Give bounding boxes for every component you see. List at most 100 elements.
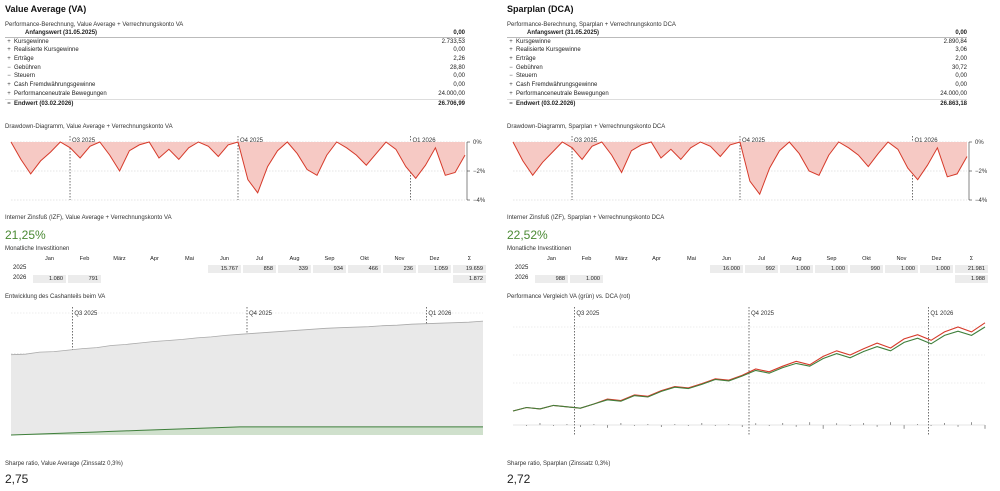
dca-column: Sparplan (DCA) Performance-Berechnung, S…	[507, 0, 997, 491]
drawdown-line	[512, 141, 968, 196]
diff-bar	[607, 425, 608, 428]
invest-year-label: 2026	[13, 275, 27, 281]
perfcmp-svg: Q3 2025 Q4 2025 Q1 2026	[512, 307, 986, 435]
invest-cell: 1.080	[33, 275, 66, 283]
invest-year-row: 2025 16.000 992 1.000 1.000 990 1.000 1.000 21.9…	[507, 265, 997, 273]
invest-cell	[675, 265, 708, 273]
invest-cell	[383, 275, 416, 283]
invest-year-row: 2025 15.767 858 339 934 466 236 1.059 19.659	[5, 265, 495, 273]
perf-row: + Erträge 2,00	[507, 55, 967, 64]
invest-cell	[243, 275, 276, 283]
invest-header-row: Jan Feb März Apr Mai Jun Jul Aug Sep Okt Nov Dez Σ	[507, 255, 997, 263]
perf-row-sign: +	[7, 56, 11, 63]
dca-sharpe-value: 2,72	[507, 472, 531, 486]
invest-month-header: Nov	[896, 256, 907, 262]
perf-row-label: Steuern	[14, 73, 36, 80]
perf-row-label: Erträge	[14, 56, 34, 63]
quarter-label: Q4 2025	[751, 311, 775, 317]
y-tick-label: −2%	[473, 169, 486, 175]
perf-row-value: 0,00	[453, 82, 465, 89]
perf-row: − Steuern 0,00	[5, 72, 465, 81]
perf-row-sign: +	[509, 82, 513, 89]
perf-row: − Gebühren 30,72	[507, 64, 967, 73]
invest-month-header: März	[615, 256, 628, 262]
perf-row-label: Realisierte Kursgewinne	[14, 47, 79, 54]
perf-row-sign: =	[509, 100, 513, 107]
perf-row-value: 0,00	[955, 82, 967, 89]
invest-month-header: Apr	[150, 256, 159, 262]
invest-month-header: Jun	[219, 256, 230, 262]
diff-bar	[903, 425, 905, 429]
perf-row: + Realisierte Kursgewinne 0,00	[5, 46, 465, 55]
perf-row: Anfangswert (31.05.2025) 0,00	[5, 29, 465, 38]
perf-row: Anfangswert (31.05.2025) 0,00	[507, 29, 967, 38]
perf-row: − Steuern 0,00	[507, 72, 967, 81]
diff-bar	[660, 425, 662, 427]
invest-month-header: Jun	[721, 256, 732, 262]
total-line	[10, 320, 484, 356]
invest-cell: 21.981	[955, 265, 988, 273]
perf-row-label: Anfangswert (31.05.2025)	[527, 30, 600, 36]
perf-row-label: Realisierte Kursgewinne	[516, 47, 581, 54]
invest-cell	[605, 275, 638, 283]
invest-cell	[138, 265, 171, 273]
perf-row-label: Endwert (03.02.2026)	[516, 100, 576, 107]
invest-cell	[68, 265, 101, 273]
invest-cell: 990	[850, 265, 883, 273]
diff-bar	[620, 423, 622, 425]
diff-bar	[539, 423, 541, 425]
dca-title: Sparplan (DCA)	[507, 4, 574, 14]
va-line	[512, 326, 986, 412]
perf-row-label: Erträge	[516, 56, 536, 63]
invest-cell	[418, 275, 451, 283]
quarter-label: Q3 2025	[574, 138, 598, 144]
diff-bar	[944, 423, 945, 425]
y-tick-label: 0%	[473, 140, 482, 146]
dca-invest-table: Jan Feb März Apr Mai Jun Jul Aug Sep Okt Nov Dez Σ 20…	[507, 255, 997, 283]
va-drawdown-svg: 0% −2% −4% Q3 2025 Q4 2025 Q1 2026	[10, 136, 486, 204]
perf-row-value: 0,00	[453, 30, 465, 36]
perf-row-label: Cash Fremdwährungsgewinne	[516, 82, 598, 89]
invest-cell	[920, 275, 953, 283]
drawdown-area	[11, 142, 465, 193]
va-cash-title: Entwicklung des Cashanteils beim VA	[5, 294, 106, 300]
diff-bar	[526, 425, 527, 426]
invest-month-header: Sep	[826, 256, 837, 262]
perf-row-sign: +	[509, 38, 513, 45]
invest-cell	[173, 275, 206, 283]
diff-bar	[917, 424, 918, 425]
perfcmp-title: Performance Vergleich VA (grün) vs. DCA …	[507, 294, 631, 300]
diff-bar	[593, 424, 595, 425]
invest-cell	[640, 275, 673, 283]
y-tick-label: −2%	[975, 169, 988, 175]
va-invest-table: Jan Feb März Apr Mai Jun Jul Aug Sep Okt Nov Dez Σ 20…	[5, 255, 495, 283]
dca-invest-title: Monatliche Investitionen	[507, 246, 572, 252]
invest-month-header: Mai	[686, 256, 696, 262]
diff-bar	[687, 425, 689, 426]
perf-row-value: 2.890,84	[943, 38, 967, 45]
perf-row-label: Performanceneutrale Bewegungen	[516, 90, 609, 97]
invest-cell: 1.872	[453, 275, 486, 283]
perf-row: + Cash Fremdwährungsgewinne 0,00	[507, 81, 967, 90]
perf-row: + Realisierte Kursgewinne 3,06	[507, 46, 967, 55]
invest-cell: 1.988	[955, 275, 988, 283]
cash-area	[11, 426, 483, 435]
invest-cell	[348, 275, 381, 283]
quarter-label: Q1 2026	[915, 138, 939, 144]
invest-month-header: Sep	[324, 256, 335, 262]
perf-row-label: Kursgewinne	[516, 38, 551, 45]
dca-perf-table: Anfangswert (31.05.2025) 0,00 + Kursgewinne…	[507, 29, 967, 107]
diff-bar	[782, 423, 784, 425]
va-drawdown-title: Drawdown-Diagramm, Value Average + Verre…	[5, 124, 173, 130]
quarter-label: Q3 2025	[72, 138, 96, 144]
perf-row: + Kursgewinne 2.890,84	[507, 38, 967, 47]
perf-row-label: Gebühren	[516, 64, 543, 71]
dca-perf-subtitle: Performance-Berechnung, Sparplan + Verre…	[507, 22, 676, 28]
invest-cell	[173, 265, 206, 273]
invest-month-header: Jul	[757, 256, 766, 262]
perf-row: + Performanceneutrale Bewegungen 24.000,00	[5, 90, 465, 99]
diff-bar	[553, 425, 554, 426]
perf-row: + Erträge 2,26	[5, 55, 465, 64]
invest-cell: 1.000	[780, 265, 813, 273]
va-cash-chart: Q3 2025 Q4 2025 Q1 2026	[5, 305, 490, 437]
